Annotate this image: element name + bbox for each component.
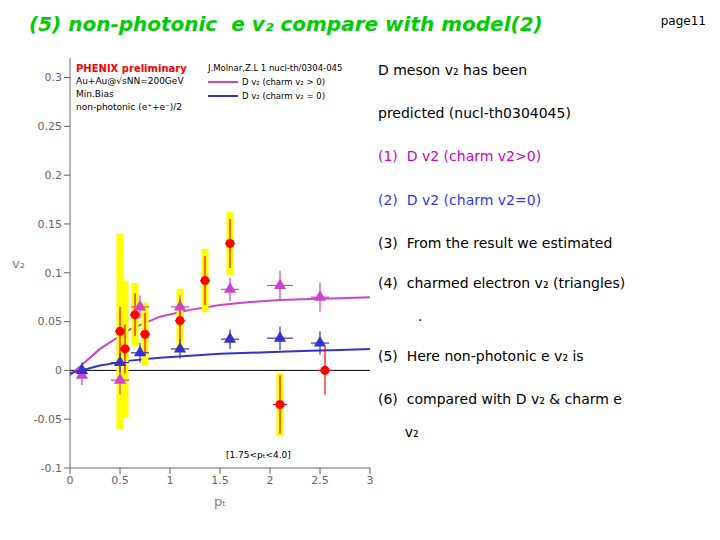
svg-text:0.05: 0.05 — [38, 315, 63, 328]
html-text:Au+Au@√sNN=200GeV: Au+Au@√sNN=200GeV — [76, 76, 184, 86]
html-text:D v₂ (charm v₂ = 0): D v₂ (charm v₂ = 0) — [242, 91, 325, 101]
svg-text:0: 0 — [67, 474, 74, 487]
svg-text:0.5: 0.5 — [111, 474, 129, 487]
html-text:v₂: v₂ — [378, 424, 419, 440]
svg-text:1.5: 1.5 — [211, 474, 229, 487]
svg-text:-0.05: -0.05 — [34, 413, 62, 426]
svg-text:2.5: 2.5 — [311, 474, 329, 487]
html-text:PHENIX preliminary: PHENIX preliminary — [76, 63, 187, 74]
html-text:(4) charmed electron v₂ (trian: (4) charmed electron v₂ (triangles) — [378, 275, 626, 291]
html-text:predicted (nucl-th0304045): predicted (nucl-th0304045) — [378, 105, 571, 121]
svg-text:v₂: v₂ — [12, 256, 25, 271]
svg-text:0.1: 0.1 — [45, 267, 63, 280]
html-text:Min.Bias: Min.Bias — [76, 89, 114, 99]
svg-text:-0.1: -0.1 — [41, 462, 62, 475]
html-text:page11: page11 — [660, 14, 706, 28]
svg-text:0.3: 0.3 — [45, 71, 63, 84]
svg-text:2: 2 — [267, 474, 274, 487]
svg-text:pₜ: pₜ — [214, 494, 226, 509]
html-text:(1) D v2 (charm v2>0): (1) D v2 (charm v2>0) — [378, 148, 542, 164]
html-text:(6) compared with D v₂ & charm: (6) compared with D v₂ & charm e — [378, 391, 622, 407]
html-text:D meson v₂ has been: D meson v₂ has been — [378, 62, 528, 78]
svg-text:0.2: 0.2 — [45, 169, 63, 182]
svg-text:1: 1 — [167, 474, 174, 487]
html-text:[1.75<pₜ<4.0]: [1.75<pₜ<4.0] — [226, 450, 291, 460]
html-text:(2) D v2 (charm v2=0): (2) D v2 (charm v2=0) — [378, 192, 542, 208]
html-text:(5) non-photonic e v₂ compare: (5) non-photonic e v₂ compare with model… — [29, 12, 543, 36]
html-text:J.Molnar,Z.L 1 nucl-th/0304-04: J.Molnar,Z.L 1 nucl-th/0304-045 — [208, 63, 343, 73]
svg-text:0: 0 — [55, 364, 62, 377]
svg-text:3: 3 — [367, 474, 374, 487]
html-text:(3) From the result we estimat: (3) From the result we estimated — [378, 235, 613, 251]
html-text:(5) Here non-photonic e v₂ is: (5) Here non-photonic e v₂ is — [378, 348, 584, 364]
svg-text:0.15: 0.15 — [38, 218, 63, 231]
html-text:non-photonic (e⁺+e⁻)/2: non-photonic (e⁺+e⁻)/2 — [76, 102, 182, 112]
html-text:D v₂ (charm v₂ > 0): D v₂ (charm v₂ > 0) — [242, 77, 325, 87]
svg-text:0.25: 0.25 — [38, 120, 63, 133]
